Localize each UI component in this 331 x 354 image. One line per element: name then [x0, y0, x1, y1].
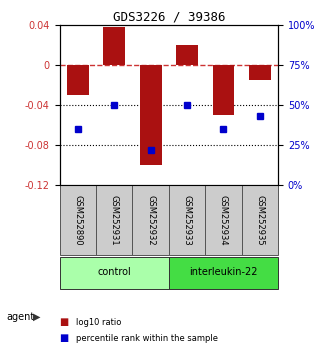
Text: GSM252935: GSM252935: [255, 195, 264, 245]
FancyBboxPatch shape: [60, 185, 96, 255]
Text: percentile rank within the sample: percentile rank within the sample: [76, 333, 218, 343]
Bar: [67, 65, 89, 95]
Title: GDS3226 / 39386: GDS3226 / 39386: [113, 11, 225, 24]
Text: ■: ■: [60, 333, 69, 343]
FancyBboxPatch shape: [242, 185, 278, 255]
Text: GSM252931: GSM252931: [110, 195, 119, 245]
FancyBboxPatch shape: [205, 185, 242, 255]
Bar: [213, 65, 234, 115]
Text: GSM252934: GSM252934: [219, 195, 228, 245]
Text: log10 ratio: log10 ratio: [76, 318, 121, 327]
FancyBboxPatch shape: [132, 185, 169, 255]
FancyBboxPatch shape: [169, 257, 278, 289]
Text: control: control: [97, 267, 131, 277]
Text: ■: ■: [60, 317, 69, 327]
Text: GSM252933: GSM252933: [182, 195, 192, 245]
FancyBboxPatch shape: [96, 185, 132, 255]
Bar: [176, 45, 198, 65]
Bar: [249, 65, 271, 80]
FancyBboxPatch shape: [60, 257, 169, 289]
FancyBboxPatch shape: [169, 185, 205, 255]
Text: ▶: ▶: [33, 312, 41, 322]
Text: GSM252890: GSM252890: [73, 195, 82, 245]
Text: agent: agent: [7, 312, 35, 322]
Bar: [140, 65, 162, 165]
Text: GSM252932: GSM252932: [146, 195, 155, 245]
Bar: [103, 27, 125, 65]
Text: interleukin-22: interleukin-22: [189, 267, 258, 277]
